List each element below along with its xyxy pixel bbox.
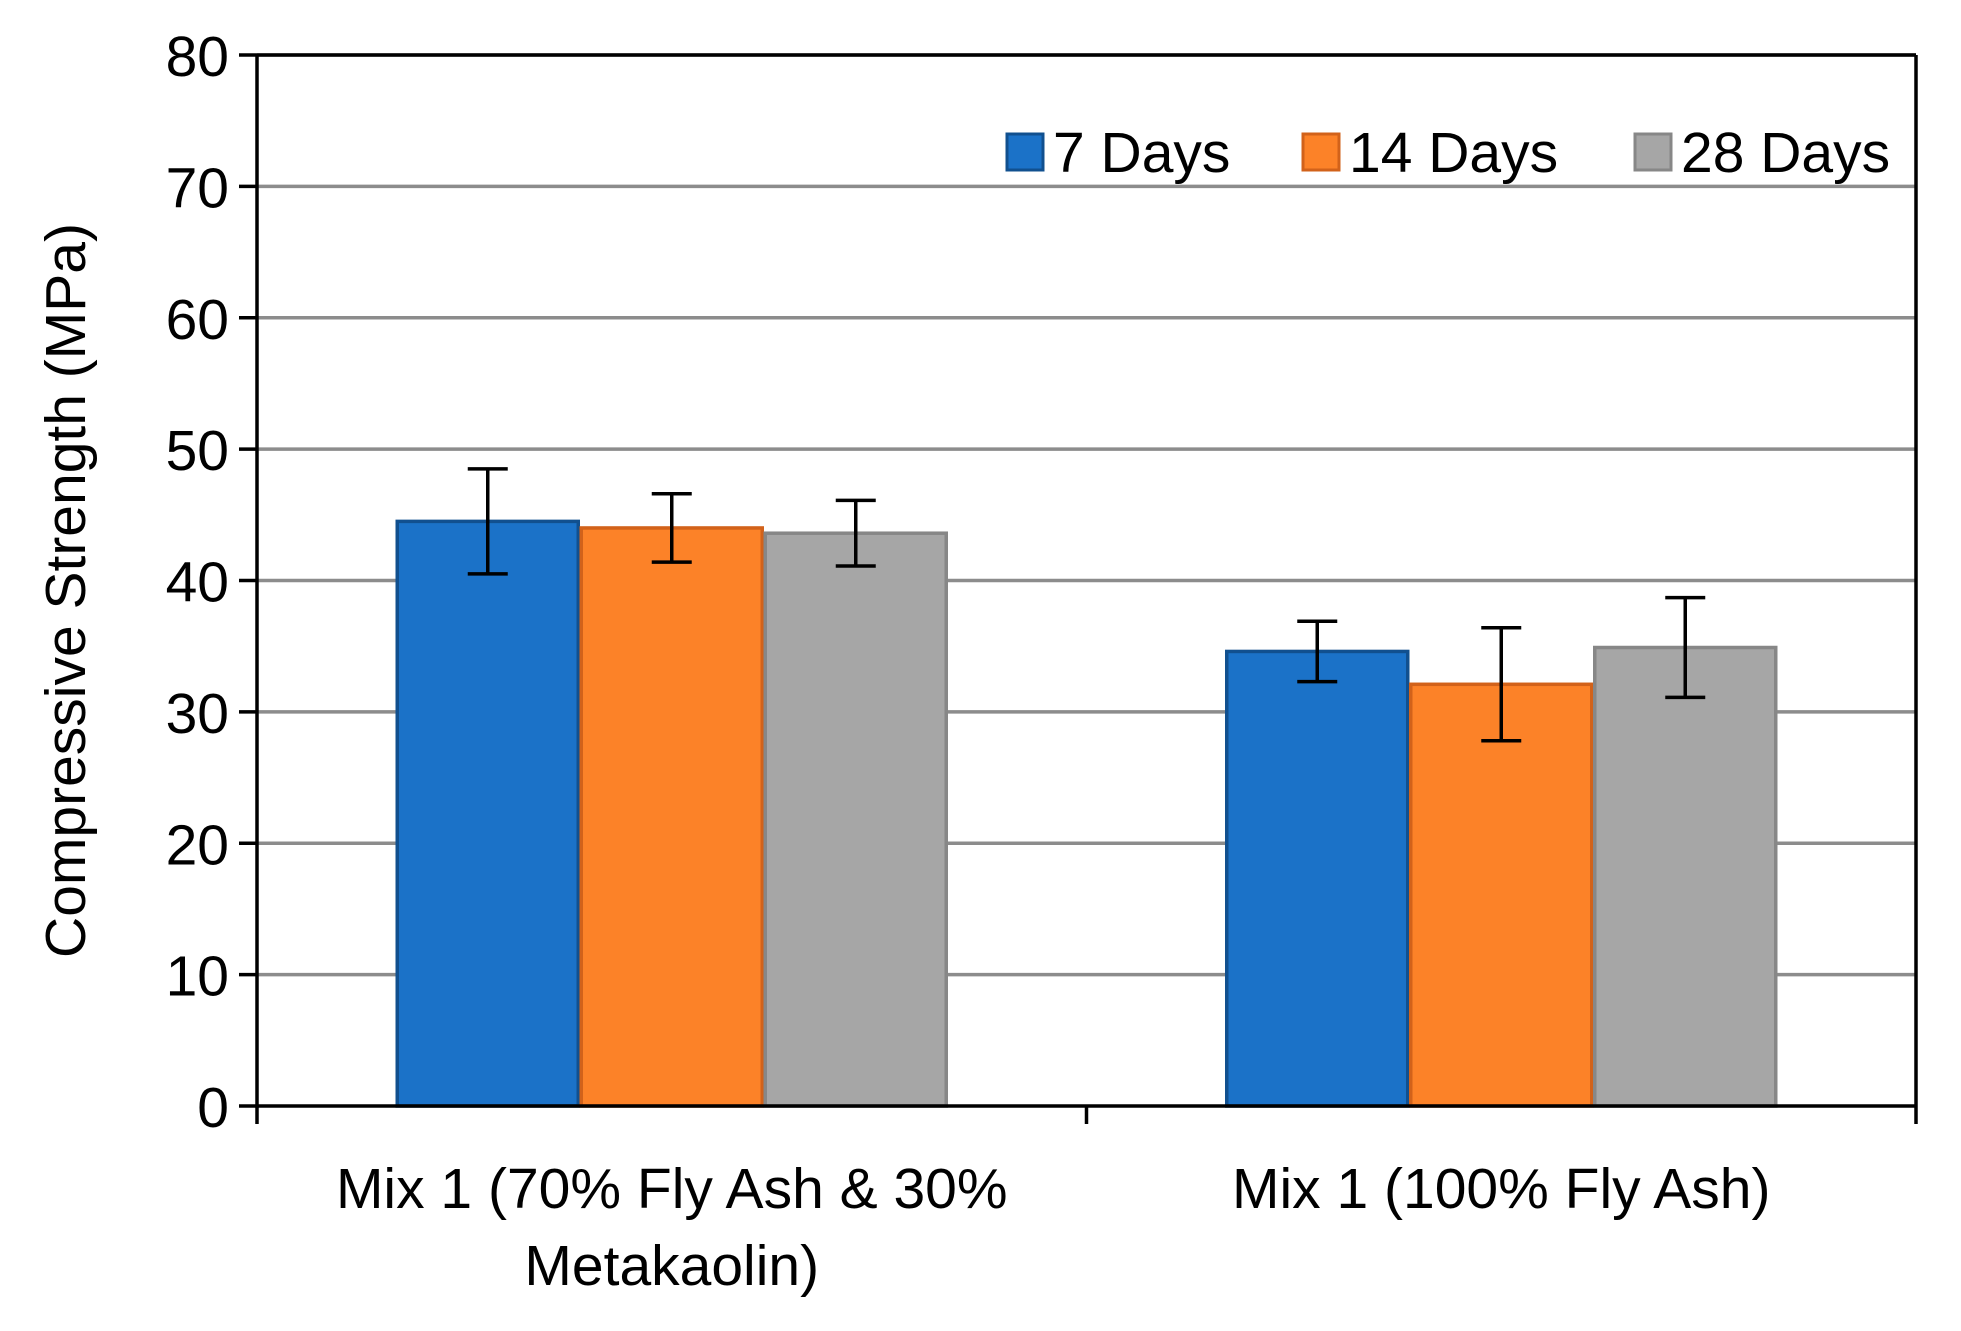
- y-tick-label: 10: [166, 945, 229, 1009]
- bar: [395, 519, 580, 1108]
- legend-label: 28 Days: [1681, 121, 1890, 185]
- bar: [763, 531, 948, 1108]
- bars: [395, 519, 1778, 1108]
- y-tick-label: 40: [166, 551, 229, 615]
- x-category-label: Mix 1 (100% Fly Ash): [1232, 1157, 1771, 1221]
- y-axis-title: Compressive Strength (MPa): [34, 223, 98, 958]
- y-tick-label: 70: [166, 156, 229, 220]
- bar: [579, 526, 764, 1108]
- bar: [1409, 682, 1594, 1108]
- bar: [1593, 645, 1778, 1108]
- axes: [239, 53, 1918, 1124]
- legend-label: 7 Days: [1053, 121, 1230, 185]
- legend-label: 14 Days: [1349, 121, 1558, 185]
- y-tick-label: 50: [166, 419, 229, 483]
- x-category-label: Metakaolin): [524, 1234, 819, 1298]
- y-tick-label: 30: [166, 682, 229, 746]
- axis-labels: 0 10 20 30 40 50 60 70 80 Mix 1 (70% Fly Ash & 30…: [34, 25, 1771, 1298]
- legend: 7 Days 14 Days 28 Days: [1005, 121, 1890, 185]
- y-tick-label: 60: [166, 288, 229, 352]
- y-tick-label: 0: [197, 1076, 229, 1140]
- error-bars: [467, 467, 1706, 743]
- legend-swatch: [1633, 132, 1673, 172]
- x-category-label: Mix 1 (70% Fly Ash & 30%: [336, 1157, 1008, 1221]
- legend-swatch: [1301, 132, 1341, 172]
- legend-swatch: [1005, 132, 1045, 172]
- y-tick-label: 80: [166, 25, 229, 89]
- bar: [1225, 649, 1410, 1108]
- y-tick-label: 20: [166, 813, 229, 877]
